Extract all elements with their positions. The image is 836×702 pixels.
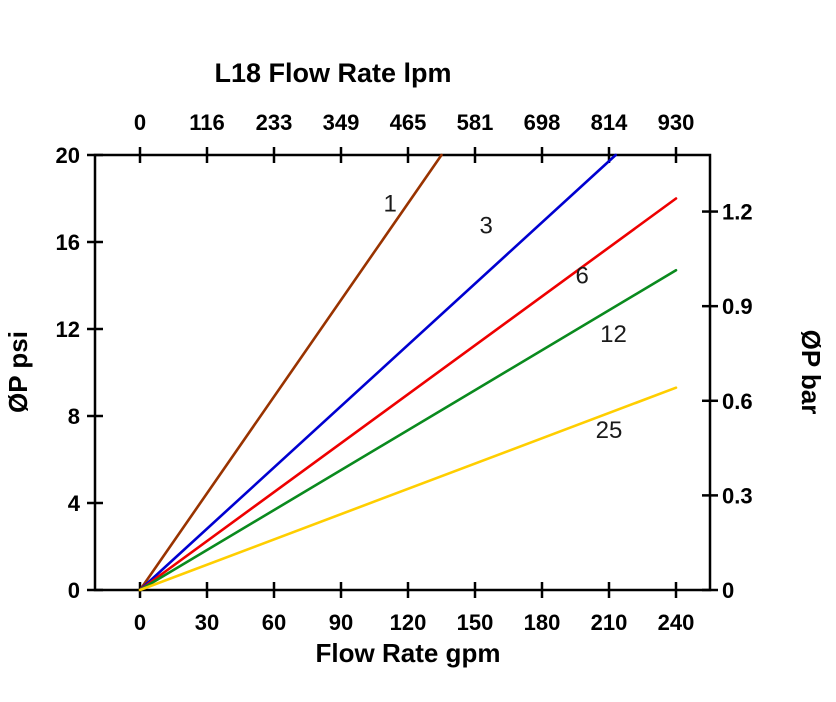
series-line-12 <box>138 268 678 592</box>
series-line-6 <box>138 197 678 592</box>
series-label-3: 3 <box>479 212 492 239</box>
y-right-tick-label: 0.6 <box>722 389 753 414</box>
x-top-tick-label: 930 <box>658 110 695 135</box>
y-right-tick-label: 0.9 <box>722 294 753 319</box>
x-top-tick-label: 698 <box>524 110 561 135</box>
x-bottom-tick-label: 180 <box>524 610 561 635</box>
x-top-tick-label: 233 <box>256 110 293 135</box>
plot-dynamic: 0030116602339034912046515058118069821081… <box>56 110 753 635</box>
y-right-tick-label: 1.2 <box>722 200 753 225</box>
x-top-tick-label: 465 <box>390 110 427 135</box>
series-label-6: 6 <box>576 262 589 289</box>
y-left-tick-label: 8 <box>68 404 80 429</box>
x-top-tick-label: 581 <box>457 110 494 135</box>
x-bottom-tick-label: 30 <box>195 610 219 635</box>
y-left-tick-label: 0 <box>68 578 80 603</box>
y-right-axis-title: ØP bar <box>796 330 826 415</box>
x-bottom-tick-label: 210 <box>591 610 628 635</box>
series-label-12: 12 <box>600 321 627 348</box>
y-left-tick-label: 20 <box>56 143 80 168</box>
plot-border <box>93 153 712 592</box>
series-label-25: 25 <box>596 417 623 444</box>
chart-title: L18 Flow Rate lpm <box>214 58 451 88</box>
x-axis-title: Flow Rate gpm <box>316 638 501 668</box>
x-bottom-tick-label: 0 <box>134 610 146 635</box>
y-right-tick-label: 0.3 <box>722 483 753 508</box>
y-left-tick-label: 12 <box>56 317 80 342</box>
series-label-1: 1 <box>383 191 396 218</box>
x-top-tick-label: 349 <box>323 110 360 135</box>
x-top-tick-label: 0 <box>134 110 146 135</box>
y-left-tick-label: 4 <box>68 491 81 516</box>
y-left-tick-label: 16 <box>56 230 80 255</box>
x-top-tick-label: 814 <box>591 110 628 135</box>
x-bottom-tick-label: 60 <box>262 610 286 635</box>
x-bottom-tick-label: 240 <box>658 610 695 635</box>
series-line-25 <box>138 386 678 592</box>
x-bottom-tick-label: 90 <box>329 610 353 635</box>
x-top-tick-label: 116 <box>189 110 225 135</box>
y-left-axis-title: ØP psi <box>3 331 33 413</box>
y-right-tick-label: 0 <box>722 578 734 603</box>
series-line-1 <box>138 153 443 592</box>
x-bottom-tick-label: 150 <box>457 610 494 635</box>
series-line-3 <box>138 153 618 592</box>
x-bottom-tick-label: 120 <box>390 610 427 635</box>
